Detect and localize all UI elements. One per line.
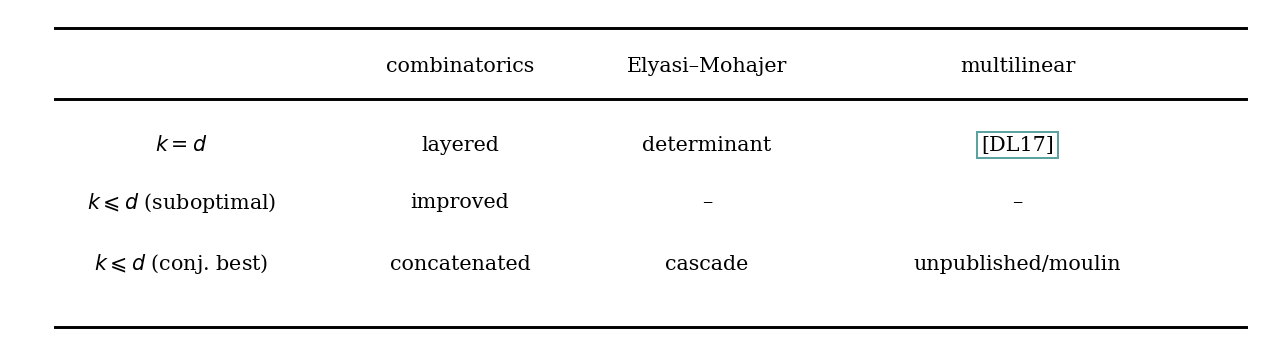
- Text: unpublished/moulin: unpublished/moulin: [913, 255, 1121, 274]
- Text: multilinear: multilinear: [959, 57, 1074, 77]
- Text: Elyasi–Mohajer: Elyasi–Mohajer: [627, 57, 787, 77]
- Text: –: –: [1012, 193, 1022, 212]
- Text: $k = d$: $k = d$: [155, 135, 208, 155]
- Text: determinant: determinant: [642, 136, 771, 155]
- Text: $k \leqslant d$ (conj. best): $k \leqslant d$ (conj. best): [94, 252, 269, 276]
- Text: layered: layered: [420, 136, 498, 155]
- Text: concatenated: concatenated: [390, 255, 530, 274]
- Text: improved: improved: [410, 193, 510, 212]
- Text: –: –: [702, 193, 712, 212]
- Text: cascade: cascade: [665, 255, 748, 274]
- Text: combinatorics: combinatorics: [386, 57, 534, 77]
- Text: [DL17]: [DL17]: [981, 136, 1054, 155]
- Text: $k \leqslant d$ (suboptimal): $k \leqslant d$ (suboptimal): [87, 191, 276, 215]
